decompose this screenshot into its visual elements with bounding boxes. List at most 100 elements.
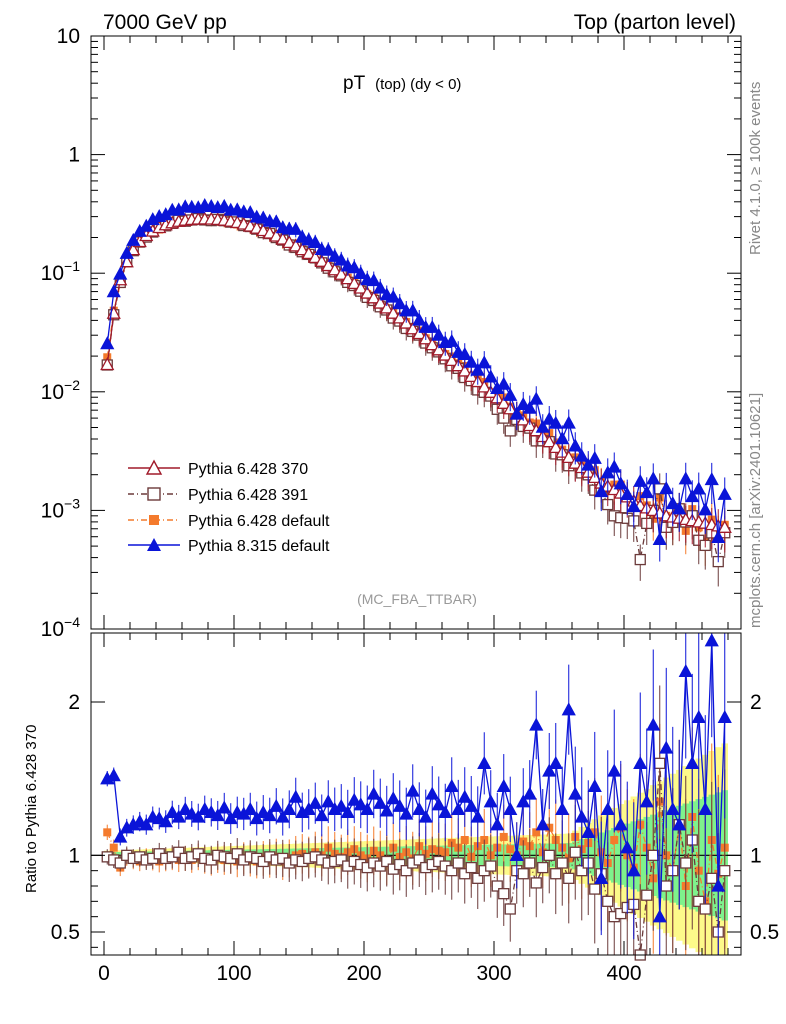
ratio-point bbox=[678, 663, 693, 677]
x-tick-label: 100 bbox=[216, 962, 251, 985]
ratio-point bbox=[620, 840, 635, 854]
data-point bbox=[347, 276, 362, 290]
data-point bbox=[126, 232, 141, 246]
data-point bbox=[477, 355, 492, 369]
ratio-point bbox=[504, 903, 516, 915]
data-point bbox=[269, 214, 284, 228]
ratio-point bbox=[503, 801, 518, 815]
data-point bbox=[444, 353, 459, 367]
data-point bbox=[334, 252, 349, 266]
legend: Pythia 6.428 370 Pythia 6.428 391 Pythia… bbox=[128, 459, 330, 555]
ratio-point bbox=[400, 865, 412, 877]
legend-marker-square-filled bbox=[149, 515, 159, 525]
ratio-point bbox=[563, 872, 575, 884]
y-tick-exp: −4 bbox=[64, 614, 80, 630]
header-left-title: 7000 GeV pp bbox=[103, 11, 227, 34]
ratio-point bbox=[490, 817, 505, 831]
data-point bbox=[639, 485, 654, 499]
data-point bbox=[100, 336, 115, 350]
ratio-point bbox=[340, 805, 355, 819]
ratio-point bbox=[191, 809, 206, 823]
ratio-point bbox=[465, 861, 477, 874]
ratio-point bbox=[548, 755, 563, 769]
y-tick-label: 10−1 bbox=[41, 258, 81, 285]
data-point bbox=[100, 357, 115, 371]
ratio-point bbox=[691, 709, 706, 723]
mcplots-label: mcplots.cern.ch [arXiv:2401.10621] bbox=[747, 393, 764, 628]
data-point bbox=[685, 489, 700, 503]
ratio-point bbox=[569, 846, 581, 858]
data-point bbox=[360, 285, 375, 299]
ratio-point bbox=[516, 794, 531, 808]
ratio-point bbox=[568, 786, 583, 800]
ratio-point bbox=[485, 860, 497, 872]
ratio-point bbox=[139, 817, 154, 831]
ratio-point bbox=[499, 832, 508, 841]
data-point bbox=[717, 486, 732, 500]
data-point bbox=[282, 234, 297, 249]
ratio-point bbox=[464, 798, 479, 812]
data-point bbox=[620, 487, 635, 501]
ratio-point bbox=[308, 795, 323, 809]
ratio-point bbox=[470, 809, 485, 823]
data-point bbox=[405, 321, 420, 335]
data-point bbox=[288, 221, 303, 235]
ratio-point bbox=[672, 817, 687, 831]
ratio-point bbox=[610, 836, 619, 844]
ratio-point bbox=[275, 809, 290, 823]
data-point bbox=[698, 502, 713, 516]
ratio-point bbox=[542, 763, 557, 777]
ratio-point bbox=[171, 809, 186, 823]
legend-label-p8: Pythia 8.315 default bbox=[188, 538, 330, 555]
ratio-point bbox=[418, 809, 433, 823]
data-point bbox=[321, 258, 336, 272]
ratio-point bbox=[607, 763, 622, 777]
data-point bbox=[431, 342, 446, 356]
ratio-point bbox=[321, 794, 336, 808]
ratio-y-tick-label-left: 0.5 bbox=[51, 921, 80, 944]
ratio-point bbox=[334, 798, 349, 812]
ratio-point bbox=[660, 880, 672, 892]
data-point bbox=[353, 265, 368, 279]
ratio-y-tick-label-left: 2 bbox=[68, 691, 80, 714]
y-tick-exp: −2 bbox=[64, 377, 80, 393]
data-point bbox=[139, 218, 154, 232]
analysis-label: (MC_FBA_TTBAR) bbox=[357, 591, 477, 607]
data-point bbox=[477, 379, 492, 393]
header-right-title: Top (parton level) bbox=[574, 11, 736, 34]
ratio-point bbox=[446, 865, 458, 877]
main-series-group bbox=[100, 198, 732, 587]
legend-label-370: Pythia 6.428 370 bbox=[188, 461, 308, 478]
ratio-point bbox=[680, 857, 692, 869]
ratio-point bbox=[399, 806, 414, 820]
ratio-point bbox=[587, 778, 602, 792]
ratio-point bbox=[472, 872, 484, 884]
ratio-point bbox=[103, 828, 112, 837]
data-point bbox=[717, 519, 732, 533]
data-point bbox=[646, 471, 661, 485]
data-point bbox=[607, 459, 622, 473]
data-point bbox=[379, 300, 394, 314]
ratio-point bbox=[626, 863, 641, 877]
y-tick-base: 10 bbox=[41, 499, 64, 522]
ratio-point bbox=[178, 801, 193, 815]
ratio-point bbox=[498, 888, 510, 900]
ratio-point bbox=[491, 880, 503, 892]
ratio-point bbox=[639, 794, 654, 808]
series-line-0 bbox=[106, 218, 725, 528]
ratio-point bbox=[659, 740, 674, 754]
ratio-point bbox=[719, 865, 731, 877]
ratio-point bbox=[524, 857, 536, 869]
data-point bbox=[542, 434, 557, 448]
legend-marker-triangle-open bbox=[145, 459, 163, 475]
data-point bbox=[659, 481, 674, 495]
ratio-point bbox=[381, 855, 393, 868]
legend-entry-default: Pythia 6.428 default bbox=[128, 513, 330, 530]
legend-label-default: Pythia 6.428 default bbox=[188, 513, 330, 530]
ratio-point bbox=[561, 702, 576, 716]
data-point bbox=[334, 266, 349, 280]
ratio-point bbox=[685, 755, 700, 769]
ratio-point bbox=[282, 801, 297, 815]
ratio-line-2 bbox=[106, 801, 726, 902]
